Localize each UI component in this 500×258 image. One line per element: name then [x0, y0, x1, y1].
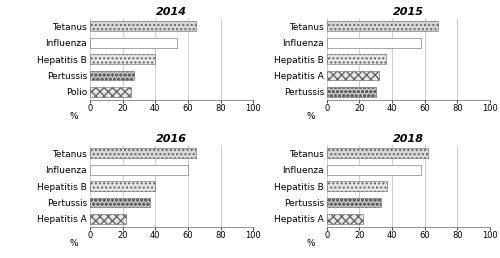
Bar	[90, 87, 131, 97]
Bar	[90, 198, 150, 207]
Bar	[90, 38, 176, 47]
Bar	[90, 21, 196, 31]
Bar	[90, 54, 156, 64]
X-axis label: %: %	[306, 112, 314, 121]
Bar	[326, 21, 438, 31]
Bar	[326, 214, 362, 224]
X-axis label: %: %	[306, 239, 314, 248]
Title: 2018: 2018	[393, 134, 424, 144]
Bar	[326, 181, 387, 191]
Title: 2016: 2016	[156, 134, 187, 144]
Bar	[90, 181, 156, 191]
X-axis label: %: %	[70, 112, 78, 121]
Bar	[326, 54, 386, 64]
Bar	[90, 214, 126, 224]
Title: 2015: 2015	[393, 7, 424, 17]
X-axis label: %: %	[70, 239, 78, 248]
Bar	[326, 38, 422, 47]
Bar	[326, 148, 428, 158]
Bar	[90, 165, 188, 175]
Title: 2014: 2014	[156, 7, 187, 17]
Bar	[326, 198, 380, 207]
Bar	[326, 70, 379, 80]
Bar	[326, 165, 422, 175]
Bar	[90, 70, 134, 80]
Bar	[326, 87, 376, 97]
Bar	[90, 148, 196, 158]
